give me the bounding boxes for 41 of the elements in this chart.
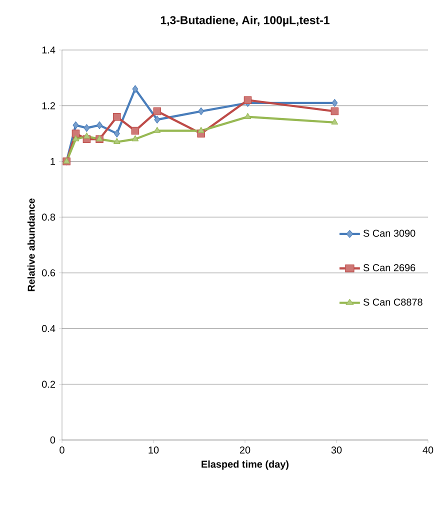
y-tick-label: 0.8 (42, 214, 56, 221)
point (153, 107, 162, 116)
point (72, 121, 79, 130)
point (244, 112, 252, 119)
point (72, 130, 80, 138)
point (332, 99, 338, 107)
point (113, 112, 121, 121)
y-tick-label: 0.4 (42, 325, 56, 332)
x-tick-label: 10 (148, 446, 159, 454)
legend-label: S Can 3090 (363, 230, 416, 237)
legend-label: S Can 2696 (363, 264, 416, 272)
point (72, 135, 80, 142)
y-tick-label: 0 (50, 436, 56, 444)
y-tick-label: 1.2 (42, 102, 55, 110)
x-tick-label: 30 (331, 446, 342, 454)
y-tick-label: 1.4 (42, 46, 56, 54)
point (114, 130, 120, 138)
y-axis-title: Relative abundance (27, 198, 35, 292)
point (83, 132, 90, 138)
x-tick-label: 20 (240, 446, 250, 454)
x-tick-label: 40 (422, 446, 434, 454)
point (113, 138, 120, 144)
point (331, 118, 338, 125)
point (96, 121, 103, 130)
point (132, 135, 139, 142)
point (330, 107, 339, 116)
legend-label: S Can C8878 (363, 298, 422, 306)
point (132, 85, 138, 93)
point (84, 124, 90, 132)
y-tick-label: 0.6 (42, 269, 56, 276)
point (198, 107, 204, 116)
y-tick-label: 0.2 (42, 380, 55, 388)
point (198, 126, 204, 133)
point (244, 96, 252, 104)
y-tick-label: 1 (50, 158, 55, 165)
x-tick-label: 0 (60, 446, 64, 454)
point (154, 116, 160, 124)
x-axis-title: Elasped time (day) (202, 460, 289, 470)
point (154, 126, 161, 133)
point (131, 126, 140, 135)
chart-title: 1,3-Butadiene, Air, 100µL,test-1 (160, 16, 330, 26)
